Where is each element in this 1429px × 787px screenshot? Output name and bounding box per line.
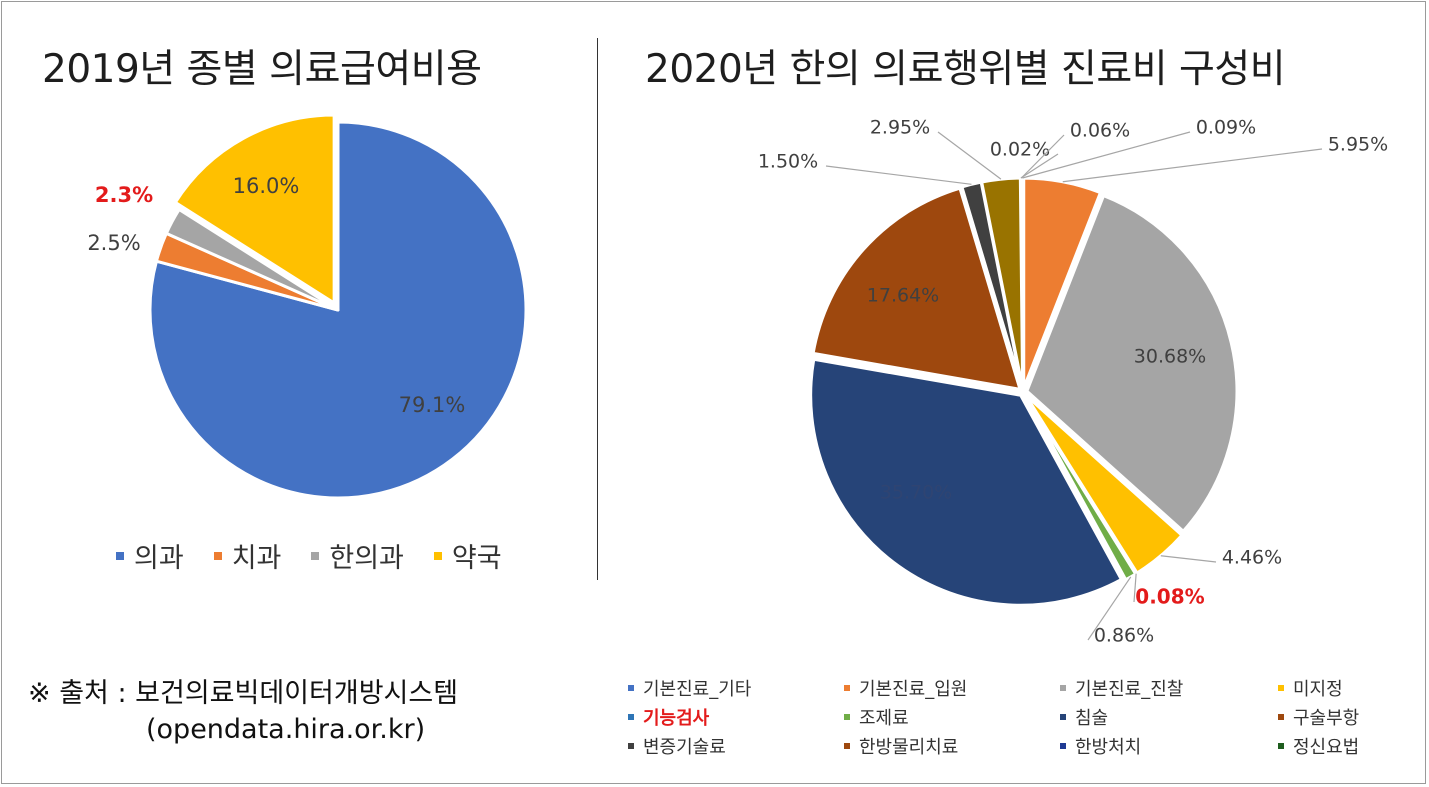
- right-legend-item: 기본진료_진찰: [1060, 676, 1278, 700]
- legend-label: 구술부항: [1293, 708, 1360, 729]
- right-legend-item: 정신요법: [1278, 734, 1408, 758]
- legend-swatch: [844, 743, 850, 749]
- right-legend-item: 미지정: [1278, 676, 1408, 700]
- source-line-2: (opendata.hira.or.kr): [146, 714, 426, 745]
- right-pie-label-한방물리치료: 17.64%: [867, 285, 939, 307]
- legend-swatch: [1278, 714, 1284, 720]
- right-pie-slice-기본진료_진찰: [1025, 194, 1239, 533]
- legend-swatch: [628, 743, 634, 749]
- left-pie-label-치과: 2.5%: [87, 231, 140, 255]
- legend-label: 기본진료_진찰: [1075, 679, 1184, 700]
- right-legend-item: 침술: [1060, 705, 1278, 729]
- left-chart-legend: 의과 치과 한의과 약국: [116, 536, 502, 575]
- left-pie-label-의과: 79.1%: [399, 393, 466, 417]
- left-legend-item: 의과: [116, 536, 184, 575]
- legend-label: 의과: [134, 543, 184, 574]
- left-pie-label-한의과: 2.3%: [95, 183, 153, 207]
- right-pie-leader-정신요법: [1020, 153, 1059, 179]
- right-pie-label-기본진료_기타: 0.09%: [1196, 117, 1256, 139]
- legend-swatch: [1060, 743, 1066, 749]
- right-pie-label-기능검사: 0.08%: [1135, 585, 1204, 609]
- right-legend-item: 기본진료_기타: [628, 676, 844, 700]
- right-pie-label-기본진료_진찰: 30.68%: [1134, 346, 1206, 368]
- legend-swatch: [1278, 743, 1284, 749]
- right-pie-label-변증기술료: 1.50%: [758, 151, 818, 173]
- legend-label: 미지정: [1293, 679, 1343, 700]
- right-pie-label-한방처치: 0.06%: [1070, 120, 1130, 142]
- right-legend-item: 한방물리치료: [844, 734, 1060, 758]
- right-pie-slice-침술: [809, 357, 1123, 607]
- right-pie-leader-기본진료_입원: [1062, 148, 1323, 183]
- right-pie-leader-기본진료_기타: [1022, 131, 1191, 179]
- legend-label: 변증기술료: [643, 737, 726, 758]
- legend-swatch: [1060, 685, 1066, 691]
- legend-label: 약국: [451, 543, 502, 574]
- right-legend-item: 구술부항: [1278, 705, 1408, 729]
- right-pie-label-미지정: 4.46%: [1222, 547, 1282, 569]
- right-legend-item: 조제료: [844, 705, 1060, 729]
- legend-swatch: [433, 551, 442, 560]
- right-legend-item: 변증기술료: [628, 734, 844, 758]
- source-note: ※ 출처 : 보건의료빅데이터개방시스템 (opendata.hira.or.k…: [28, 676, 458, 748]
- legend-swatch: [844, 685, 850, 691]
- legend-label: 정신요법: [1293, 737, 1360, 758]
- legend-label: 기본진료_기타: [643, 679, 752, 700]
- legend-swatch: [1060, 714, 1066, 720]
- legend-label: 기능검사: [643, 708, 710, 729]
- left-chart-title: 2019년 종별 의료급여비용: [42, 47, 482, 92]
- right-pie-leader-변증기술료: [825, 165, 972, 185]
- right-pie-label-정신요법: 0.02%: [990, 139, 1050, 161]
- right-legend-item: 한방처치: [1060, 734, 1278, 758]
- left-pie-label-약국: 16.0%: [233, 174, 300, 198]
- legend-swatch: [116, 551, 124, 560]
- legend-label: 기본진료_입원: [859, 679, 968, 700]
- right-pie-leader-구술부항: [937, 131, 1002, 180]
- right-pie-label-구술부항: 2.95%: [870, 117, 930, 139]
- right-pie-slice-기본진료_기타: [1020, 176, 1025, 390]
- legend-label: 치과: [231, 543, 282, 574]
- left-legend-item: 치과: [213, 536, 282, 575]
- left-legend-item: 약국: [433, 536, 502, 575]
- right-pie-leader-조제료: [1087, 576, 1132, 641]
- right-pie-leader-기능검사: [1133, 573, 1137, 603]
- right-pie-label-조제료: 0.86%: [1094, 625, 1154, 647]
- right-pie-label-기본진료_입원: 5.95%: [1328, 134, 1388, 156]
- left-pie-slice-약국: [173, 113, 336, 305]
- legend-label: 조제료: [859, 708, 909, 729]
- right-legend-item: 기능검사: [628, 705, 844, 729]
- left-legend-item: 한의과: [311, 536, 404, 575]
- legend-swatch: [1278, 685, 1284, 691]
- legend-label: 한방처치: [1075, 737, 1142, 758]
- source-line-1: ※ 출처 : 보건의료빅데이터개방시스템: [28, 678, 459, 709]
- legend-swatch: [213, 551, 222, 560]
- legend-swatch: [628, 714, 634, 720]
- right-pie-leader-한방처치: [1020, 134, 1065, 179]
- right-chart-title: 2020년 한의 의료행위별 진료비 구성비: [645, 47, 1286, 92]
- legend-label: 한방물리치료: [859, 737, 959, 758]
- legend-swatch: [311, 551, 320, 560]
- legend-swatch: [628, 685, 634, 691]
- legend-label: 침술: [1075, 708, 1109, 729]
- right-pie-label-침술: 35.70%: [880, 482, 952, 504]
- right-pie-leader-미지정: [1160, 555, 1217, 563]
- legend-label: 한의과: [329, 543, 404, 574]
- chart-divider: [597, 38, 598, 580]
- right-legend-item: 기본진료_입원: [844, 676, 1060, 700]
- left-pie-slice-한의과: [164, 207, 340, 312]
- legend-swatch: [844, 714, 850, 720]
- right-pie-slice-한방물리치료: [811, 186, 1022, 391]
